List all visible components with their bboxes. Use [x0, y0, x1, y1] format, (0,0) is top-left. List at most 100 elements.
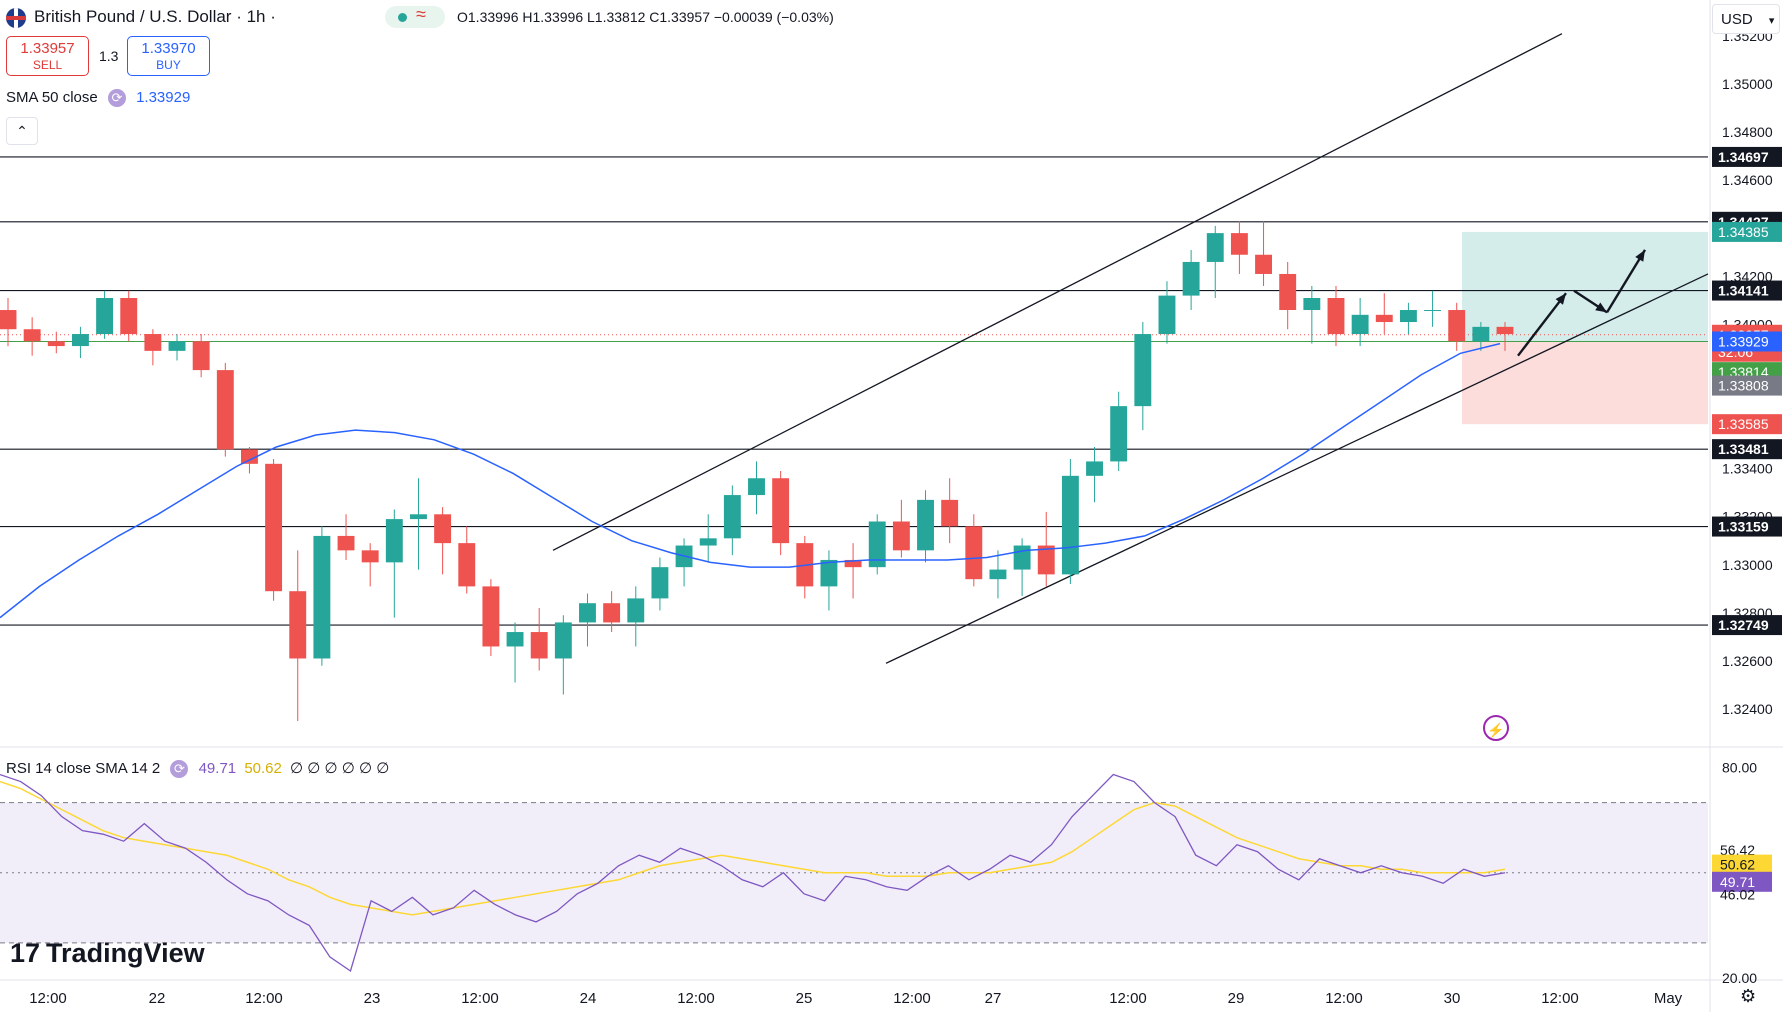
sell-button[interactable]: 1.33957 SELL	[6, 36, 89, 76]
candle-body-44	[1061, 475, 1079, 575]
candle-body-61	[1472, 326, 1490, 342]
wave-icon: ≈	[416, 4, 426, 24]
candle-body-14	[337, 535, 355, 551]
candle-body-27	[651, 567, 669, 599]
candle-body-11	[265, 463, 283, 592]
candle-body-4	[96, 298, 114, 335]
candle-body-5	[120, 298, 138, 335]
projection-arrow-0	[1517, 292, 1567, 357]
candle-body-8	[192, 341, 210, 371]
currency-select[interactable]: USD ▾	[1712, 4, 1780, 34]
position-target-zone	[1462, 231, 1708, 342]
rsi-sma-line	[0, 780, 1506, 916]
candle-body-41	[989, 569, 1007, 580]
time-tick-label: 22	[149, 990, 166, 1007]
candle-body-30	[723, 495, 741, 539]
interval[interactable]: 1h	[246, 7, 266, 26]
candle-body-56	[1351, 314, 1369, 335]
position-stop-zone	[1462, 341, 1708, 425]
candle-body-58	[1399, 310, 1417, 323]
price-tick-label: 1.35000	[1722, 76, 1773, 92]
tradingview-logo[interactable]: 17 TradingView	[10, 938, 205, 969]
buy-button[interactable]: 1.33970 BUY	[127, 36, 210, 76]
candle-body-36	[868, 521, 886, 568]
candle-body-60	[1448, 310, 1466, 342]
symbol-name[interactable]: British Pound / U.S. Dollar	[34, 7, 232, 26]
ohlc-values: O1.33996 H1.33996 L1.33812 C1.33957 −0.0…	[457, 9, 834, 25]
candle-body-52	[1255, 254, 1272, 274]
candle-body-1	[23, 329, 41, 342]
candle-body-15	[361, 550, 379, 563]
candle-body-7	[168, 341, 186, 351]
time-tick-label: 12:00	[1109, 990, 1147, 1007]
market-open-dot-icon	[398, 13, 407, 22]
level-tag-label: 1.33159	[1718, 519, 1769, 535]
rsi-tick-label: 80.00	[1722, 760, 1757, 776]
candle-body-29	[699, 538, 717, 546]
sma-settings-icon[interactable]: ⟳	[107, 89, 126, 108]
candle-body-38	[917, 499, 934, 551]
candle-body-49	[1182, 261, 1200, 296]
candle-body-3	[71, 334, 89, 347]
time-tick-label: 12:00	[1325, 990, 1363, 1007]
chevron-up-icon: ⌃	[16, 123, 28, 139]
candle-body-20	[482, 586, 500, 647]
candle-body-54	[1303, 298, 1321, 311]
rsi-tag-bg-2	[1712, 871, 1772, 892]
price-tag-bg-0	[1712, 221, 1782, 242]
rsi-settings-icon[interactable]: ⟳	[170, 760, 189, 779]
buy-price: 1.33970	[141, 40, 196, 57]
projection-arrowhead-1	[1595, 302, 1607, 313]
level-tag-bg-3	[1712, 439, 1782, 460]
rsi-value: 49.71	[198, 760, 237, 777]
candle-body-40	[965, 526, 983, 580]
level-tag-label: 1.34141	[1718, 283, 1769, 299]
price-tag-label: 1.33808	[1718, 378, 1769, 394]
market-status-pill[interactable]	[385, 6, 445, 28]
candle-body-57	[1375, 314, 1393, 323]
candle-body-42	[1013, 545, 1031, 570]
sma-value: 1.33929	[136, 89, 191, 106]
gear-icon[interactable]: ⚙	[1740, 986, 1757, 1006]
sma-legend[interactable]: SMA 50 close ⟳ 1.33929	[6, 89, 191, 108]
level-tag-bg-2	[1712, 280, 1782, 301]
candle-body-39	[941, 499, 959, 527]
time-tick-label: 27	[985, 990, 1002, 1007]
candle-body-35	[844, 559, 862, 568]
projection-arrowhead-2	[1635, 249, 1645, 262]
currency-label: USD	[1721, 11, 1753, 28]
candle-body-50	[1206, 233, 1224, 262]
chevron-down-icon: ▾	[1768, 15, 1775, 27]
channel-lower-line	[885, 273, 1709, 664]
gbp-usd-flag-icon	[6, 8, 26, 28]
candle-body-6	[144, 334, 162, 351]
rsi-tag-label: 56.42	[1720, 842, 1755, 858]
projection-arrowhead-0	[1555, 293, 1566, 305]
price-tag-label: 1.34385	[1718, 224, 1769, 240]
tradingview-wordmark: TradingView	[46, 938, 205, 968]
rsi-line	[0, 773, 1506, 973]
candle-body-53	[1279, 273, 1297, 311]
price-tick-label: 1.32400	[1722, 701, 1773, 717]
candle-body-43	[1037, 545, 1055, 575]
symbol-title[interactable]: British Pound / U.S. Dollar · 1h ·	[34, 7, 276, 26]
rsi-legend[interactable]: RSI 14 close SMA 14 2 ⟳ 49.71 50.62 ∅ ∅ …	[6, 759, 389, 779]
candle-body-13	[313, 535, 331, 659]
candle-body-0	[0, 310, 17, 330]
candle-body-19	[458, 543, 476, 587]
sma50-line	[0, 342, 1501, 619]
time-tick-label: 12:00	[245, 990, 283, 1007]
candle-body-12	[289, 591, 307, 659]
candle-body-32	[772, 478, 790, 544]
price-tag-bg-6	[1712, 414, 1782, 435]
time-tick-label: 29	[1228, 990, 1245, 1007]
collapse-button[interactable]: ⌃	[6, 117, 38, 145]
rsi-tag-label: 49.71	[1720, 874, 1755, 890]
price-tick-label: 1.34800	[1722, 124, 1773, 140]
candle-body-55	[1327, 298, 1345, 335]
candle-body-16	[385, 519, 403, 563]
candle-body-23	[554, 622, 572, 659]
rsi-tag-label: 50.62	[1720, 857, 1755, 873]
lightning-icon[interactable]: ⚡	[1483, 715, 1509, 741]
